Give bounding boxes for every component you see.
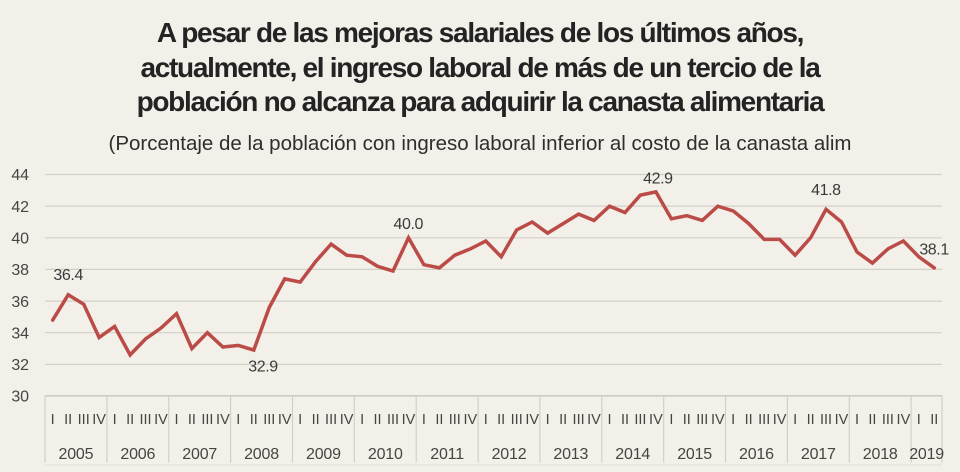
svg-text:I: I (793, 412, 797, 428)
svg-text:44: 44 (11, 167, 29, 184)
svg-text:III: III (634, 412, 646, 428)
svg-text:40.0: 40.0 (394, 216, 424, 233)
svg-text:III: III (820, 412, 832, 428)
svg-text:IV: IV (525, 412, 539, 428)
svg-text:2008: 2008 (244, 446, 279, 463)
svg-text:III: III (201, 412, 213, 428)
svg-text:II: II (64, 412, 72, 428)
svg-text:IV: IV (278, 412, 292, 428)
svg-text:I: I (422, 412, 426, 428)
svg-text:II: II (497, 412, 505, 428)
svg-text:III: III (139, 412, 151, 428)
svg-text:42.9: 42.9 (643, 171, 673, 188)
svg-text:2005: 2005 (59, 446, 94, 463)
svg-text:III: III (882, 412, 894, 428)
svg-text:2007: 2007 (182, 446, 217, 463)
svg-text:32: 32 (11, 357, 29, 374)
svg-text:II: II (312, 412, 320, 428)
svg-text:2019: 2019 (909, 446, 944, 463)
svg-text:I: I (855, 412, 859, 428)
svg-text:2013: 2013 (553, 446, 588, 463)
svg-text:IV: IV (340, 412, 354, 428)
svg-text:II: II (250, 412, 258, 428)
svg-text:2017: 2017 (801, 446, 836, 463)
svg-text:II: II (807, 412, 815, 428)
svg-text:II: II (621, 412, 629, 428)
svg-text:I: I (298, 412, 302, 428)
svg-text:36: 36 (11, 294, 29, 311)
svg-text:IV: IV (649, 412, 663, 428)
svg-text:2006: 2006 (120, 446, 155, 463)
svg-text:I: I (731, 412, 735, 428)
svg-text:I: I (360, 412, 364, 428)
svg-text:I: I (607, 412, 611, 428)
svg-text:II: II (373, 412, 381, 428)
svg-text:II: II (126, 412, 134, 428)
svg-text:2010: 2010 (368, 446, 403, 463)
svg-text:IV: IV (711, 412, 725, 428)
svg-text:III: III (263, 412, 275, 428)
svg-text:IV: IV (154, 412, 168, 428)
svg-text:I: I (546, 412, 550, 428)
svg-text:II: II (868, 412, 876, 428)
svg-text:2012: 2012 (492, 446, 527, 463)
svg-text:II: II (930, 412, 938, 428)
svg-text:I: I (174, 412, 178, 428)
svg-text:42: 42 (11, 199, 29, 216)
svg-text:II: II (559, 412, 567, 428)
svg-text:IV: IV (216, 412, 230, 428)
svg-text:34: 34 (11, 325, 29, 342)
svg-text:III: III (573, 412, 585, 428)
svg-text:IV: IV (587, 412, 601, 428)
svg-text:III: III (387, 412, 399, 428)
svg-text:32.9: 32.9 (248, 358, 278, 375)
svg-text:III: III (449, 412, 461, 428)
svg-text:2014: 2014 (615, 446, 650, 463)
svg-text:IV: IV (773, 412, 787, 428)
svg-text:I: I (669, 412, 673, 428)
svg-text:II: II (683, 412, 691, 428)
svg-text:I: I (236, 412, 240, 428)
svg-text:2009: 2009 (306, 446, 341, 463)
svg-text:III: III (325, 412, 337, 428)
svg-text:40: 40 (11, 231, 29, 248)
svg-text:41.8: 41.8 (811, 182, 841, 199)
svg-text:I: I (113, 412, 117, 428)
svg-text:III: III (696, 412, 708, 428)
svg-text:2018: 2018 (863, 446, 898, 463)
svg-text:I: I (51, 412, 55, 428)
svg-text:38.1: 38.1 (919, 242, 949, 259)
svg-text:II: II (188, 412, 196, 428)
svg-text:2011: 2011 (430, 446, 464, 463)
svg-text:II: II (745, 412, 753, 428)
svg-text:IV: IV (897, 412, 911, 428)
svg-text:30: 30 (11, 389, 29, 406)
svg-text:III: III (78, 412, 90, 428)
svg-text:2015: 2015 (677, 446, 712, 463)
svg-text:II: II (435, 412, 443, 428)
svg-text:IV: IV (402, 412, 416, 428)
svg-text:38: 38 (11, 262, 29, 279)
svg-text:2016: 2016 (739, 446, 774, 463)
svg-text:IV: IV (463, 412, 477, 428)
svg-text:IV: IV (835, 412, 849, 428)
svg-text:I: I (484, 412, 488, 428)
svg-text:IV: IV (92, 412, 106, 428)
svg-text:III: III (511, 412, 523, 428)
svg-text:36.4: 36.4 (53, 267, 83, 284)
svg-text:III: III (758, 412, 770, 428)
svg-text:I: I (917, 412, 921, 428)
